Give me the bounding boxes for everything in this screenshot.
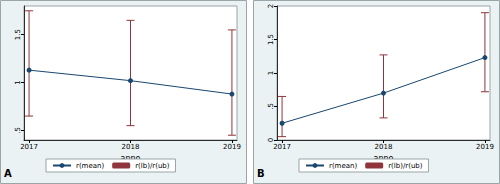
svg-text:r(mean): r(mean)	[329, 162, 357, 170]
svg-text:2018: 2018	[375, 143, 393, 151]
svg-text:2019: 2019	[476, 143, 494, 151]
svg-text:1.5: 1.5	[14, 29, 22, 40]
svg-text:r(lb)/r(ub): r(lb)/r(ub)	[135, 162, 170, 170]
svg-text:2017: 2017	[20, 143, 38, 151]
svg-text:1: 1	[14, 80, 22, 84]
svg-text:1.5: 1.5	[267, 34, 275, 45]
svg-text:1: 1	[267, 71, 275, 75]
svg-text:2: 2	[267, 4, 275, 8]
svg-text:2019: 2019	[223, 143, 241, 151]
svg-text:r(lb)/r(ub): r(lb)/r(ub)	[388, 162, 423, 170]
svg-text:.5: .5	[267, 103, 275, 110]
svg-text:2018: 2018	[122, 143, 140, 151]
svg-text:.5: .5	[14, 127, 22, 134]
svg-text:r(mean): r(mean)	[76, 162, 104, 170]
svg-text:2017: 2017	[273, 143, 291, 151]
svg-text:B: B	[257, 168, 265, 179]
svg-text:A: A	[4, 168, 12, 179]
svg-text:0: 0	[266, 137, 275, 143]
